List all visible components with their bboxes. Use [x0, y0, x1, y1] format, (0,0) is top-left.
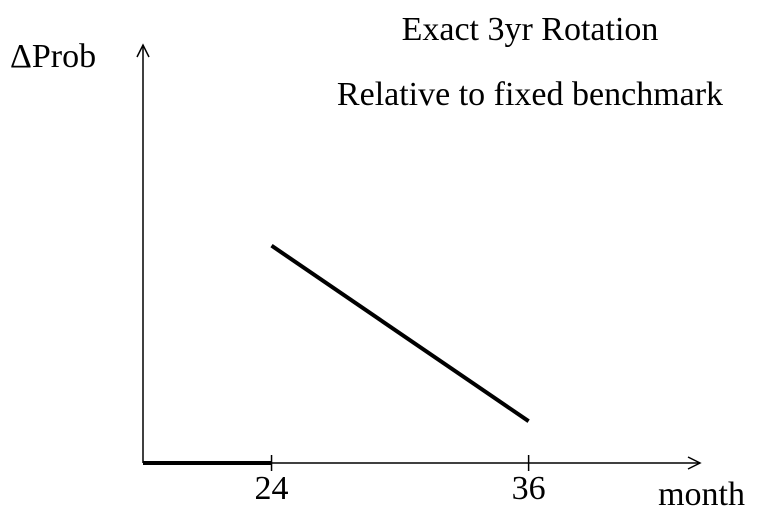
- x-axis-label: month: [658, 476, 745, 510]
- chart-title: Exact 3yr Rotation: [402, 11, 659, 48]
- x-tick-label: 24: [255, 470, 289, 507]
- chart-subtitle: Relative to fixed benchmark: [337, 76, 723, 113]
- y-axis-arrow: [136, 43, 150, 58]
- x-tick-label: 36: [512, 470, 546, 507]
- y-axis-label: ΔProb: [10, 38, 96, 75]
- x-axis-arrow: [687, 456, 702, 470]
- data-line: [270, 243, 530, 423]
